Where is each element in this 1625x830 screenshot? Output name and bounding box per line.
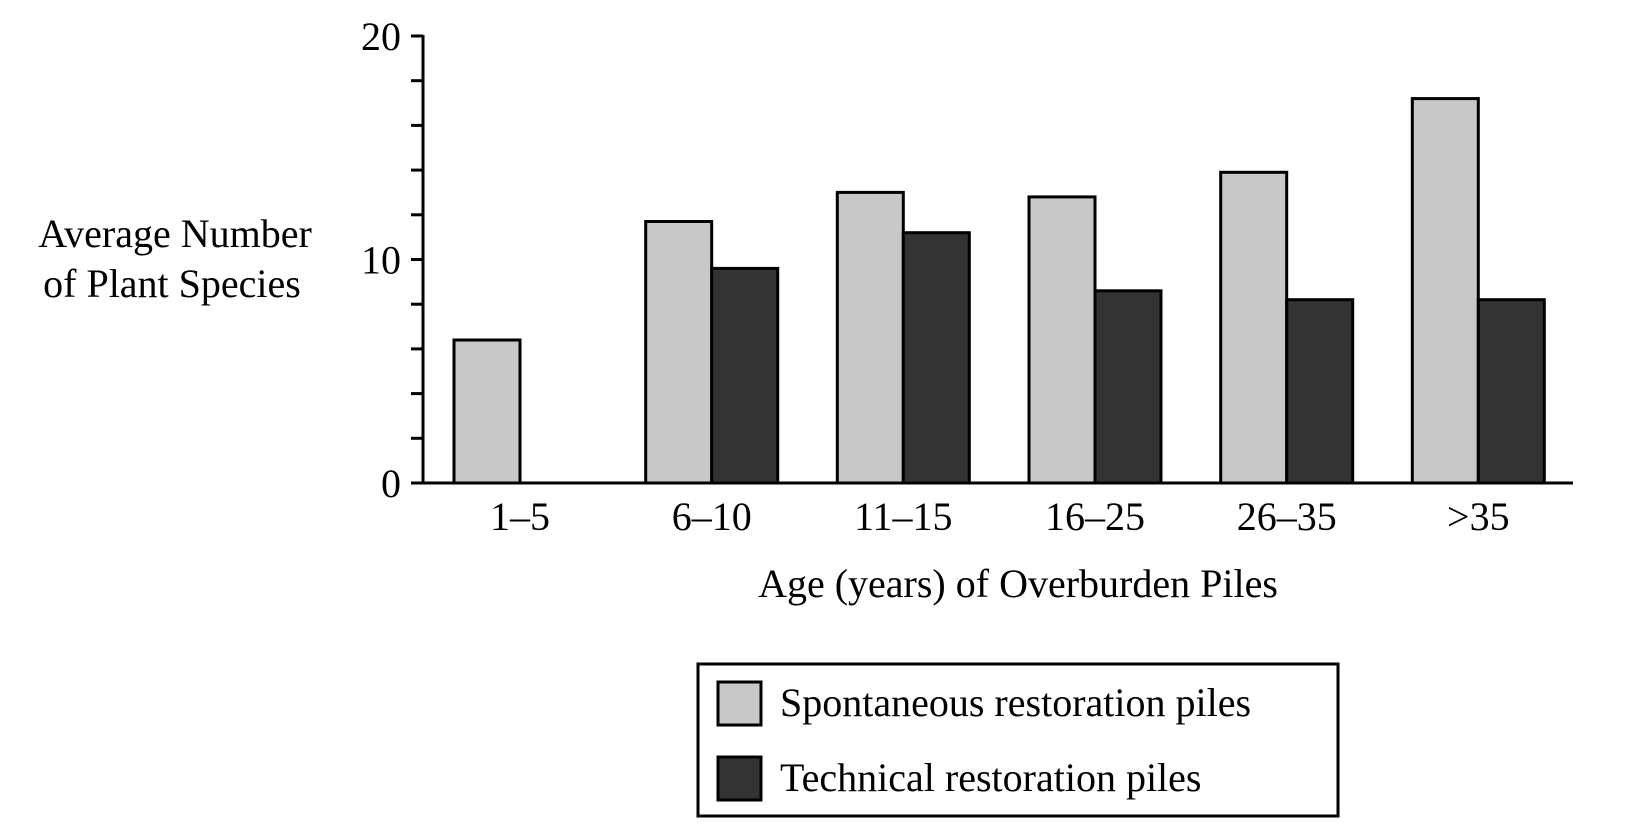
y-axis-label-line-2: of Plant Species bbox=[43, 261, 301, 306]
bars-layer bbox=[452, 97, 1546, 485]
y-tick-label-0: 0 bbox=[381, 461, 401, 506]
x-tick-label-2: 11–15 bbox=[854, 494, 953, 539]
bar-spontaneous-2 bbox=[835, 190, 905, 485]
x-tick-labels-layer: 1–5 6–10 11–15 16–25 26–35 >35 bbox=[490, 494, 1510, 539]
legend-swatch-technical bbox=[716, 755, 763, 802]
legend: Spontaneous restoration piles Technical … bbox=[696, 662, 1340, 818]
bar-technical-2 bbox=[901, 231, 971, 485]
bar-technical-1 bbox=[710, 266, 780, 485]
bar-spontaneous-3 bbox=[1027, 195, 1097, 485]
bar-spontaneous-5 bbox=[1410, 97, 1480, 485]
legend-box bbox=[696, 662, 1340, 818]
legend-swatch-spontaneous bbox=[716, 680, 763, 727]
legend-label-spontaneous: Spontaneous restoration piles bbox=[780, 680, 1251, 725]
bar-technical-5 bbox=[1476, 298, 1546, 485]
y-tick-label-10: 10 bbox=[361, 238, 401, 283]
bar-spontaneous-0 bbox=[452, 338, 522, 485]
bar-technical-4 bbox=[1285, 298, 1355, 485]
x-axis-label: Age (years) of Overburden Piles bbox=[758, 561, 1278, 606]
legend-label-technical: Technical restoration piles bbox=[780, 755, 1201, 800]
y-tick-label-20: 20 bbox=[361, 14, 401, 59]
y-ticks-layer: 0 10 20 bbox=[361, 14, 423, 506]
bar-technical-3 bbox=[1093, 289, 1163, 485]
x-tick-label-4: 26–35 bbox=[1237, 494, 1337, 539]
y-axis-label-line-1: Average Number bbox=[38, 211, 312, 256]
x-tick-label-0: 1–5 bbox=[490, 494, 550, 539]
axes-layer bbox=[421, 35, 1573, 485]
x-tick-label-1: 6–10 bbox=[672, 494, 752, 539]
bar-spontaneous-4 bbox=[1219, 170, 1289, 485]
bar-spontaneous-1 bbox=[644, 220, 714, 485]
x-tick-label-5: >35 bbox=[1447, 494, 1510, 539]
x-tick-label-3: 16–25 bbox=[1045, 494, 1145, 539]
